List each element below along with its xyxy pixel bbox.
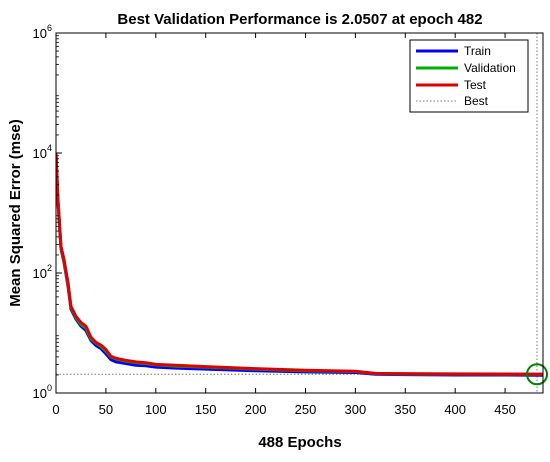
y-tick-exponent: 6: [47, 23, 52, 33]
x-axis-label: 488 Epochs: [258, 434, 341, 451]
x-tick-label: 250: [295, 402, 317, 417]
y-tick-base: 10: [33, 386, 47, 401]
x-tick-label: 150: [195, 402, 217, 417]
x-tick-label: 300: [345, 402, 367, 417]
y-tick-label: 102: [33, 263, 52, 281]
legend: Train Validation Test Best: [409, 39, 529, 113]
y-tick-exponent: 0: [47, 383, 52, 393]
y-tick-label: 100: [33, 383, 52, 401]
x-tick-label: 200: [245, 402, 267, 417]
x-axis-ticks: 0 50 100 150 200 250 300 350 400 450: [52, 33, 516, 417]
x-tick-label: 50: [99, 402, 113, 417]
legend-label-test: Test: [464, 78, 487, 92]
x-tick-label: 400: [444, 402, 466, 417]
x-tick-label: 350: [394, 402, 416, 417]
chart-title: Best Validation Performance is 2.0507 at…: [117, 11, 482, 28]
y-axis-label: Mean Squared Error (mse): [7, 119, 24, 307]
y-tick-exponent: 2: [47, 263, 52, 273]
series-layer: [56, 153, 543, 377]
series-line-test: [56, 153, 543, 376]
y-tick-base: 10: [33, 266, 47, 281]
y-tick-base: 10: [33, 26, 47, 41]
y-tick-exponent: 4: [47, 143, 52, 153]
legend-label-validation: Validation: [464, 61, 516, 75]
x-tick-label: 100: [145, 402, 167, 417]
x-tick-label: 0: [52, 402, 59, 417]
y-tick-label: 104: [33, 143, 52, 161]
y-tick-label: 106: [33, 23, 52, 41]
y-tick-base: 10: [33, 146, 47, 161]
x-tick-label: 450: [494, 402, 516, 417]
plot-frame: [55, 32, 544, 394]
legend-label-train: Train: [464, 44, 491, 58]
best-marker: [526, 363, 549, 386]
legend-label-best: Best: [464, 94, 489, 108]
